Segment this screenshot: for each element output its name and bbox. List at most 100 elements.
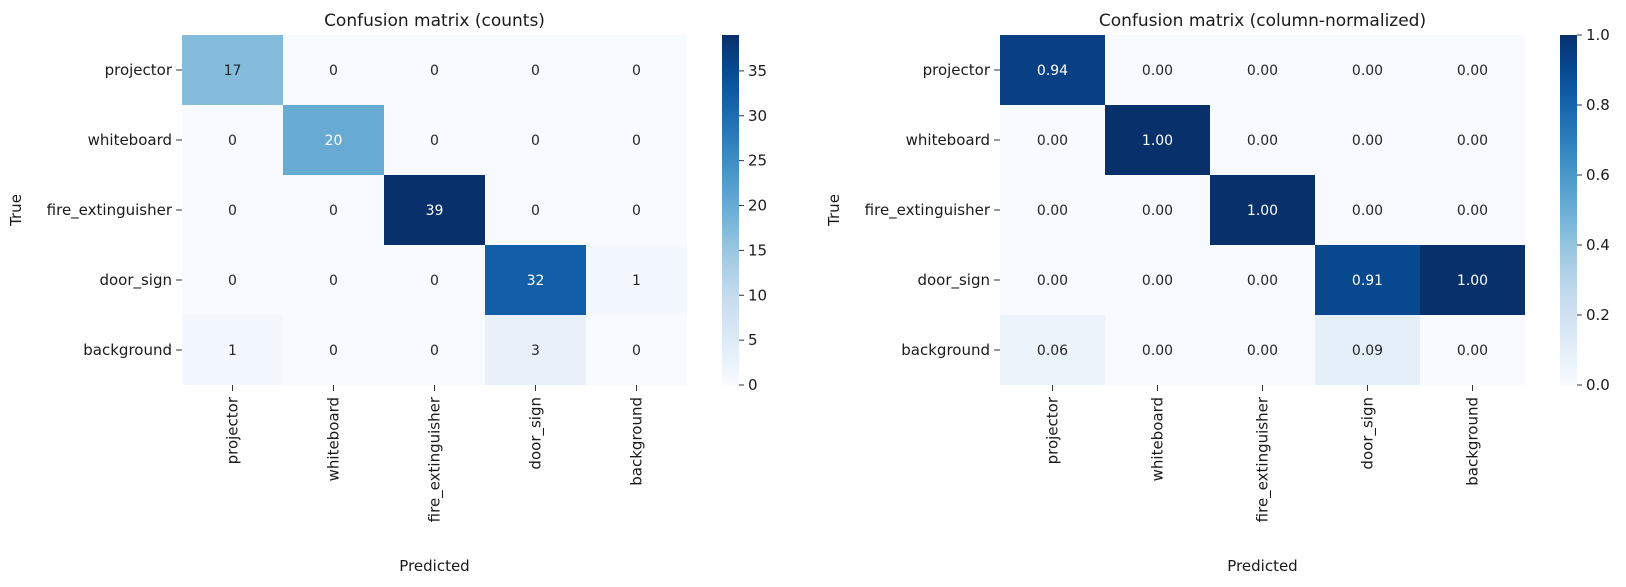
y-tick-label: background: [901, 341, 990, 359]
heatmap-cell: [586, 105, 687, 175]
heatmap-cell: [283, 245, 384, 315]
cell-value-label: 0: [531, 203, 540, 219]
x-tick-label: door_sign: [527, 397, 546, 470]
heatmap-panel-counts: Confusion matrix (counts) 17 0 0 0 0 0 20 0 0 0 0 0 3…: [7, 11, 767, 575]
y-tick-label: projector: [923, 61, 991, 79]
heatmap-cell: [384, 245, 485, 315]
heatmap-cell: [1420, 35, 1525, 105]
heatmap-cell: [1105, 315, 1210, 385]
chart-title: Confusion matrix (column-normalized): [1099, 11, 1426, 31]
heatmap-cell: [1420, 315, 1525, 385]
heatmap-cell: [182, 105, 283, 175]
heatmap-cell: [283, 175, 384, 245]
heatmap-cell: [384, 175, 485, 245]
heatmap-cell: [1105, 175, 1210, 245]
heatmap-cell: [182, 315, 283, 385]
cell-value-label: 0: [228, 273, 237, 289]
heatmap-cell: [182, 35, 283, 105]
heatmap-cell: [1000, 175, 1105, 245]
heatmap-cell: [283, 35, 384, 105]
cell-value-label: 0: [329, 343, 338, 359]
colorbar-tick-label: 0.0: [1586, 376, 1610, 394]
y-tick-label: door_sign: [917, 271, 990, 290]
heatmap-cell: [1315, 35, 1420, 105]
heatmap-cell: [1210, 175, 1315, 245]
x-axis-label: Predicted: [1227, 557, 1297, 575]
cell-value-label: 0.00: [1352, 133, 1383, 149]
heatmap-cell: [1210, 105, 1315, 175]
cell-value-label: 0: [228, 203, 237, 219]
cell-value-label: 32: [527, 273, 545, 289]
cell-value-label: 0: [632, 343, 641, 359]
y-tick-label: fire_extinguisher: [47, 201, 173, 220]
heatmap-cell: [1210, 35, 1315, 105]
heatmap-cell: [1420, 245, 1525, 315]
cell-value-label: 0: [632, 133, 641, 149]
y-tick-label: whiteboard: [906, 131, 990, 149]
heatmap-cell: [1420, 105, 1525, 175]
cell-value-label: 1.00: [1247, 203, 1278, 219]
x-tick-label: background: [1464, 397, 1482, 486]
heatmap-cell: [1105, 245, 1210, 315]
x-tick-label: projector: [224, 396, 242, 464]
heatmap-panel-normalized: Confusion matrix (column-normalized) 0.94…: [825, 11, 1610, 575]
cell-value-label: 0: [430, 343, 439, 359]
cell-value-label: 0.00: [1142, 203, 1173, 219]
heatmap-cell: [1000, 35, 1105, 105]
colorbar-tick-label: 5: [748, 331, 758, 349]
cell-value-label: 1: [632, 273, 641, 289]
cell-value-label: 0.00: [1142, 273, 1173, 289]
y-tick-label: fire_extinguisher: [865, 201, 991, 220]
heatmap-cell: [1105, 105, 1210, 175]
heatmap-cell: [586, 245, 687, 315]
heatmap-cell: [283, 105, 384, 175]
cell-value-label: 0.00: [1247, 273, 1278, 289]
colorbar: [722, 35, 739, 385]
cell-value-label: 0.00: [1037, 133, 1068, 149]
cell-value-label: 0.09: [1352, 343, 1383, 359]
chart-title: Confusion matrix (counts): [324, 11, 545, 31]
cell-value-label: 0.00: [1352, 203, 1383, 219]
heatmap-cell: [384, 35, 485, 105]
y-tick-label: door_sign: [99, 271, 172, 290]
heatmap-cell: [384, 315, 485, 385]
heatmap-cell: [1315, 315, 1420, 385]
cell-value-label: 0.00: [1457, 203, 1488, 219]
colorbar-tick-label: 20: [748, 197, 767, 215]
cell-value-label: 39: [426, 203, 444, 219]
x-tick-label: projector: [1044, 396, 1062, 464]
x-tick-label: whiteboard: [325, 397, 343, 481]
y-tick-label: projector: [105, 61, 173, 79]
heatmap-cell: [1315, 105, 1420, 175]
x-tick-label: fire_extinguisher: [1254, 396, 1273, 522]
y-axis-label: True: [7, 194, 25, 227]
cell-value-label: 0.00: [1037, 273, 1068, 289]
x-tick-label: whiteboard: [1149, 397, 1167, 481]
colorbar-tick-label: 10: [748, 286, 767, 304]
heatmap-cell: [485, 105, 586, 175]
heatmap-cell: [1000, 315, 1105, 385]
colorbar-tick-label: 0.6: [1586, 166, 1610, 184]
colorbar-tick-label: 15: [748, 241, 767, 259]
x-tick-label: background: [628, 397, 646, 486]
y-tick-label: background: [83, 341, 172, 359]
cell-value-label: 20: [325, 133, 343, 149]
cell-value-label: 0: [329, 203, 338, 219]
heatmap-cell: [485, 35, 586, 105]
colorbar: [1560, 35, 1577, 385]
cell-value-label: 0: [329, 273, 338, 289]
heatmap-cell: [182, 245, 283, 315]
heatmap-cell: [1315, 245, 1420, 315]
cell-value-label: 0: [430, 63, 439, 79]
cell-value-label: 0.00: [1247, 343, 1278, 359]
cell-value-label: 0.94: [1037, 63, 1068, 79]
cell-value-label: 0: [228, 133, 237, 149]
x-axis-label: Predicted: [399, 557, 469, 575]
cell-value-label: 0.00: [1142, 63, 1173, 79]
cell-value-label: 0: [329, 63, 338, 79]
heatmap-cell: [1000, 105, 1105, 175]
heatmap-cell: [384, 105, 485, 175]
y-tick-label: whiteboard: [88, 131, 172, 149]
cell-value-label: 0.00: [1142, 343, 1173, 359]
